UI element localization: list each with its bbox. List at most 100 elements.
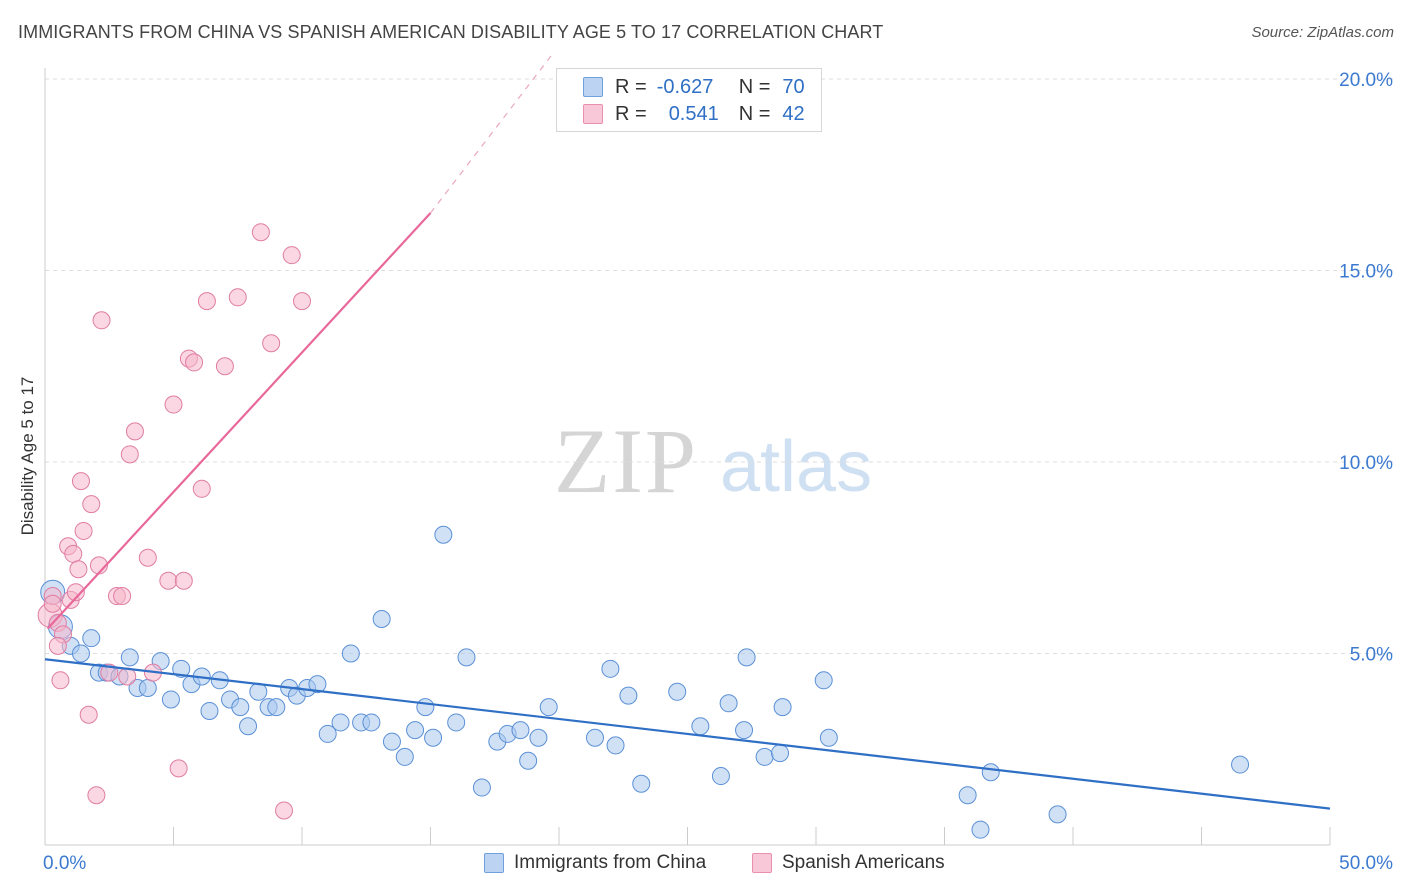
china-point [120,648,139,667]
china-point [472,778,491,797]
series-name-blue: Immigrants from China [514,852,707,873]
china-point [161,690,180,709]
grid-lines [45,78,1395,654]
spanish-american-point [251,223,270,242]
y-tick-label: 15.0% [1339,262,1393,283]
blue-legend-swatch [484,853,504,873]
china-point [981,763,1000,782]
china-point [819,728,838,747]
china-point [1231,755,1250,774]
china-point [755,747,774,766]
china-point [362,713,381,732]
chart-title: IMMIGRANTS FROM CHINA VS SPANISH AMERICA… [18,22,884,42]
spanish-american-point [48,636,67,655]
china-point [771,744,790,763]
series-name-pink: Spanish Americans [782,852,945,873]
spanish-american-point [120,445,139,464]
watermark-atlas: atlas [720,427,873,507]
china-point [308,675,327,694]
china-point [719,694,738,713]
spanish-american-point [79,705,98,724]
spanish-american-point [192,479,211,498]
legend-pink-r-value: 0.541 [668,102,719,125]
spanish-american-point [174,571,193,590]
china-point [416,698,435,717]
china-point [424,728,443,747]
china-point [539,698,558,717]
china-point [434,525,453,544]
pink-legend-swatch [752,853,772,873]
spanish-american-point [262,334,281,353]
spanish-american-point [215,357,234,376]
legend-pink-r-label: R = [615,102,647,125]
china-point [372,610,391,629]
pink-swatch [583,104,603,124]
china-point [447,713,466,732]
china-point [1048,805,1067,824]
china-point [511,721,530,740]
china-point [958,786,977,805]
china-trend-line [44,658,1331,810]
bottom-legend-blue: Immigrants from China [484,852,706,874]
china-point [249,682,268,701]
china-point [632,774,651,793]
spanish-american-point [159,571,178,590]
china-point [239,717,258,736]
spanish-american-point [92,311,111,330]
china-point [971,820,990,839]
china-point [737,648,756,667]
spanish-american-trend-line [46,212,432,630]
china-point [585,728,604,747]
china-point [382,732,401,751]
data-points [37,223,1250,839]
source-label: Source: ZipAtlas.com [1251,24,1394,41]
spanish-american-point [164,395,183,414]
spanish-american-point [43,594,62,613]
spanish-american-point [82,495,101,514]
trend-lines [44,51,1331,810]
spanish-american-point [228,288,247,307]
china-point [457,648,476,667]
spanish-american-point [113,587,132,606]
spanish-american-point [197,292,216,311]
x-tick-label-min: 0.0% [43,853,86,874]
china-point [231,698,250,717]
legend-blue-r-value: -0.627 [656,75,714,98]
china-point [735,721,754,740]
spanish-american-point [125,422,144,441]
china-point [606,736,625,755]
tick-labels: 5.0% 10.0% 15.0% 20.0% 0.0% 50.0% [43,70,1393,874]
y-tick-label: 5.0% [1350,645,1393,666]
correlation-legend: R = -0.627 N = 70 R = 0.541 N = 42 [556,68,822,132]
bottom-legend-pink: Spanish Americans [752,852,945,874]
legend-blue-r-label: R = [615,75,647,98]
spanish-american-point [51,671,70,690]
china-point [172,659,191,678]
china-point [331,713,350,732]
spanish-american-point [275,801,294,820]
china-point [341,644,360,663]
y-axis-title: Disability Age 5 to 17 [18,376,37,536]
china-point [82,629,101,648]
x-tick-label-max: 50.0% [1339,853,1393,874]
spanish-american-trend-extension [430,51,555,214]
china-point [529,728,548,747]
china-point [406,721,425,740]
china-point [318,724,337,743]
spanish-american-point [282,246,301,265]
china-point [71,644,90,663]
spanish-american-point [87,786,106,805]
spanish-american-point [64,544,83,563]
china-point [395,747,414,766]
legend-blue-n-label: N = [738,75,771,98]
china-point [814,671,833,690]
china-point [601,659,620,678]
legend-pink-n-value: 42 [782,102,805,125]
china-point [668,682,687,701]
china-point [711,767,730,786]
china-point [200,701,219,720]
spanish-american-point [293,292,311,311]
china-point [267,698,286,717]
spanish-american-point [100,663,119,682]
